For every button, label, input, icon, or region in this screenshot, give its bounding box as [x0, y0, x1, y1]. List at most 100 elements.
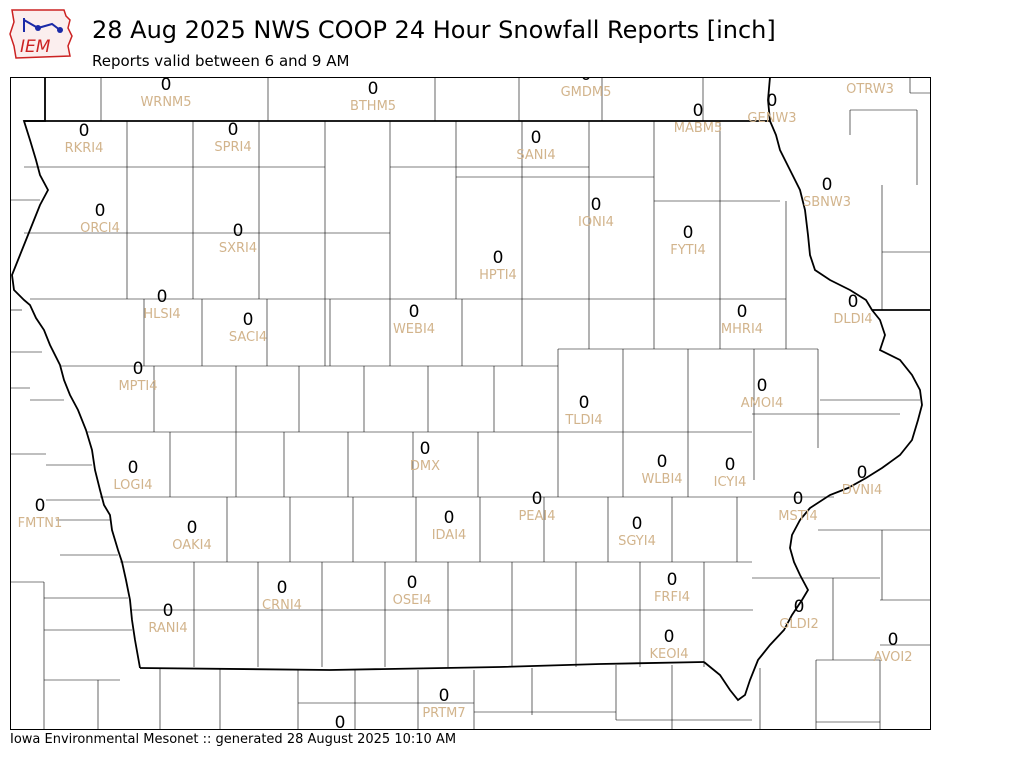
station-id: DVNI4 [842, 483, 883, 498]
station-value: 0 [79, 121, 90, 141]
station-value: 0 [888, 630, 899, 650]
station-value: 0 [409, 302, 420, 322]
station-value: 0 [228, 120, 239, 140]
station-id: AMOI4 [741, 396, 783, 411]
station-value: 0 [368, 79, 379, 99]
station-id: SXRI4 [219, 241, 257, 256]
station-value: 0 [157, 287, 168, 307]
station-id: OTRW3 [846, 82, 894, 97]
station-value: 0 [133, 359, 144, 379]
station-value: 0 [848, 292, 859, 312]
logo-text: IEM [20, 37, 51, 57]
station-id: AVOI2 [873, 650, 912, 665]
station-id: HPTI4 [479, 268, 517, 283]
station-value: 0 [725, 455, 736, 475]
station-layer: 0WRNM50BTHM50GMDM50OTRW30MABM50GENW30RKR… [18, 77, 913, 730]
station-value: 0 [233, 221, 244, 241]
station-value: 0 [667, 570, 678, 590]
station-value: 0 [657, 452, 668, 472]
station-id: FRFI4 [654, 590, 690, 605]
station-id: MPTI4 [118, 379, 157, 394]
station-value: 0 [163, 601, 174, 621]
station-id: FYTI4 [670, 243, 705, 258]
station-id: MABM5 [674, 121, 723, 136]
county-lines [10, 77, 931, 730]
station-id: MSTI4 [778, 509, 818, 524]
station-value: 0 [683, 223, 694, 243]
station-value: 0 [767, 91, 778, 111]
station-value: 0 [794, 597, 805, 617]
station-id: OSEI4 [393, 593, 432, 608]
station-otrw3: 0OTRW3 [846, 77, 894, 97]
station-id: BTHM5 [350, 99, 396, 114]
station-value: 0 [407, 573, 418, 593]
snowfall-map: 0WRNM50BTHM50GMDM50OTRW30MABM50GENW30RKR… [10, 77, 931, 730]
station-value: 0 [277, 578, 288, 598]
station-id: RKRI4 [65, 141, 104, 156]
station-value: 0 [439, 686, 450, 706]
station-id: PEAI4 [518, 509, 555, 524]
station-id: IONI4 [578, 215, 614, 230]
station-value: 0 [632, 514, 643, 534]
station-value: 0 [591, 195, 602, 215]
station-id: IDAI4 [432, 528, 467, 543]
station-id: GLDI2 [779, 617, 818, 632]
station-id: CRNI4 [262, 598, 302, 613]
station-id: MHRI4 [721, 322, 763, 337]
station-value: 0 [532, 489, 543, 509]
station-id: TLDI4 [564, 413, 602, 428]
station-id: KEOI4 [649, 647, 688, 662]
station-id: WRNM5 [140, 95, 191, 110]
station-gmdm5: 0GMDM5 [561, 77, 612, 100]
station-value: 0 [579, 393, 590, 413]
station-value: 0 [335, 713, 346, 730]
station-id: OAKI4 [172, 538, 212, 553]
station-value: 0 [493, 248, 504, 268]
station-id: LOGI4 [113, 478, 152, 493]
station-id: FMTN1 [18, 516, 63, 531]
station-value: 0 [757, 376, 768, 396]
station-value: 0 [693, 101, 704, 121]
station-id: RANI4 [148, 621, 187, 636]
station-id: SACI4 [229, 330, 267, 345]
station-value: 0 [531, 128, 542, 148]
station-id: ORCI4 [80, 221, 120, 236]
station-value: 0 [444, 508, 455, 528]
station-id: GMDM5 [561, 85, 612, 100]
station-id: SGYI4 [618, 534, 656, 549]
station-value: 0 [161, 77, 172, 95]
map-title: 28 Aug 2025 NWS COOP 24 Hour Snowfall Re… [92, 16, 776, 44]
